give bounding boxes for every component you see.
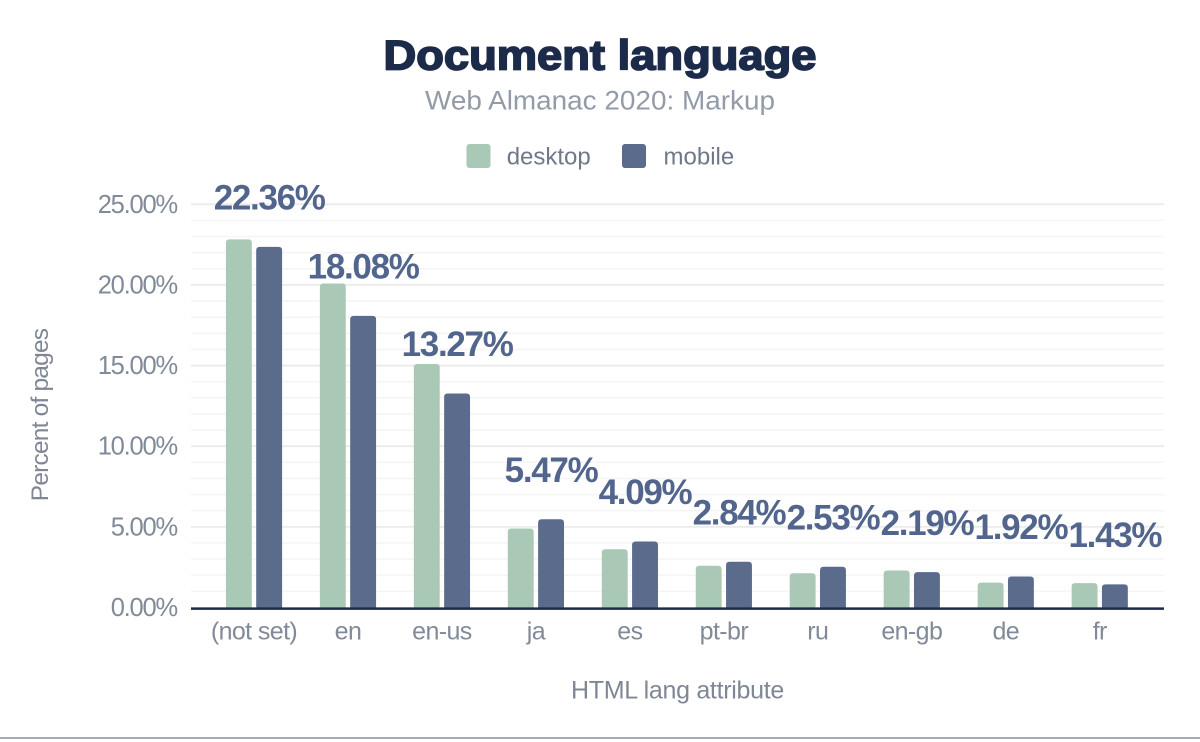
svg-text:Document language: Document language — [384, 31, 817, 78]
svg-text:13.27%: 13.27% — [402, 325, 514, 364]
svg-text:5.00%: 5.00% — [111, 513, 178, 541]
svg-text:1.43%: 1.43% — [1069, 516, 1163, 555]
svg-text:es: es — [617, 618, 642, 646]
svg-text:1.92%: 1.92% — [975, 508, 1069, 547]
svg-text:pt-br: pt-br — [700, 618, 749, 646]
svg-text:ru: ru — [807, 618, 828, 646]
svg-text:desktop: desktop — [507, 144, 591, 171]
svg-text:2.53%: 2.53% — [787, 498, 881, 537]
svg-text:fr: fr — [1093, 618, 1107, 646]
svg-text:(not set): (not set) — [211, 618, 297, 646]
svg-text:2.84%: 2.84% — [693, 493, 787, 532]
svg-text:5.47%: 5.47% — [505, 451, 599, 490]
svg-text:10.00%: 10.00% — [98, 433, 178, 461]
svg-text:20.00%: 20.00% — [98, 271, 178, 299]
svg-text:mobile: mobile — [664, 144, 735, 171]
svg-text:22.36%: 22.36% — [214, 178, 326, 217]
svg-text:Percent of pages: Percent of pages — [27, 328, 54, 501]
svg-text:en-gb: en-gb — [881, 618, 942, 646]
svg-text:de: de — [992, 618, 1019, 646]
svg-text:en-us: en-us — [412, 618, 472, 646]
svg-text:Web Almanac 2020: Markup: Web Almanac 2020: Markup — [425, 86, 775, 116]
svg-text:4.09%: 4.09% — [599, 473, 693, 512]
svg-text:HTML lang attribute: HTML lang attribute — [571, 677, 784, 705]
svg-text:25.00%: 25.00% — [98, 191, 178, 219]
svg-text:15.00%: 15.00% — [98, 352, 178, 380]
svg-text:ja: ja — [526, 618, 546, 646]
svg-text:18.08%: 18.08% — [308, 247, 420, 286]
svg-text:2.19%: 2.19% — [881, 504, 975, 543]
svg-text:en: en — [335, 618, 362, 646]
svg-text:0.00%: 0.00% — [111, 594, 178, 622]
